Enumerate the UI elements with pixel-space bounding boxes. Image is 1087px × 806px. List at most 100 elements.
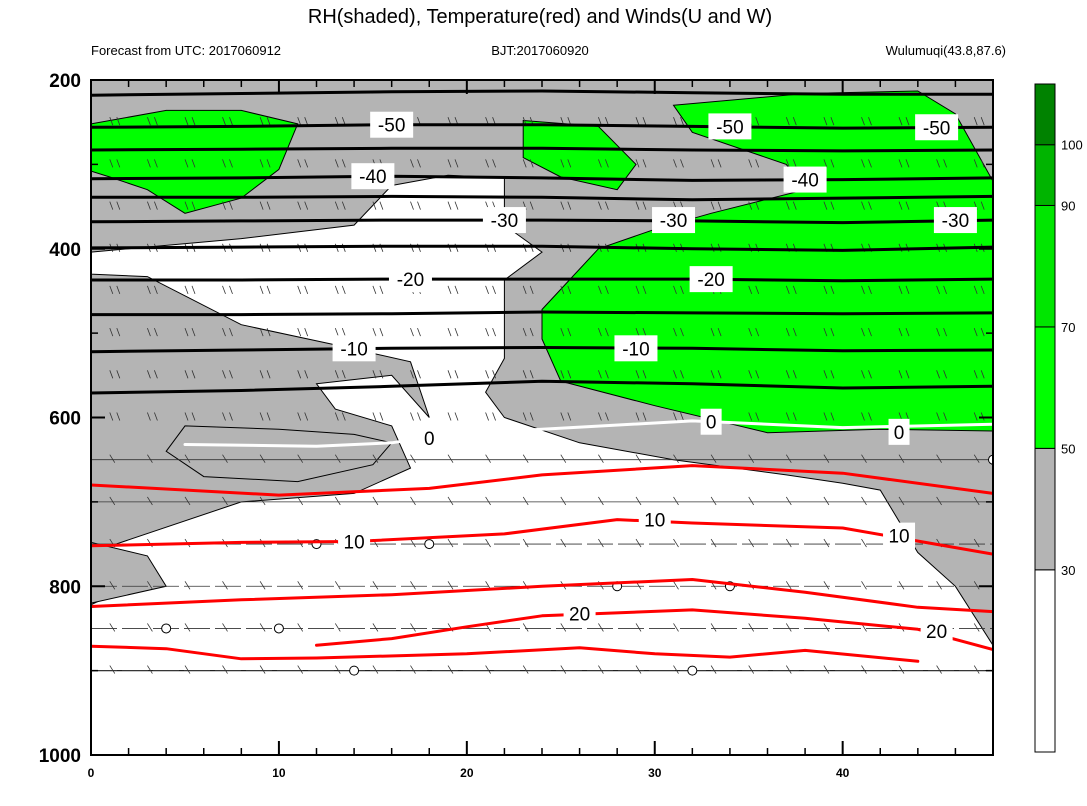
calm-wind-circle xyxy=(988,454,993,465)
wind-barb xyxy=(522,623,529,632)
wind-barb xyxy=(372,581,379,590)
wind-barb xyxy=(560,623,567,632)
wind-barb xyxy=(485,665,491,674)
wind-barb xyxy=(598,370,609,379)
wind-barb xyxy=(410,370,421,379)
wind-barb xyxy=(898,665,905,674)
wind-barb xyxy=(334,370,346,379)
wind-barb xyxy=(372,370,384,379)
wind-barb xyxy=(109,117,121,126)
wind-barb xyxy=(334,412,346,421)
wind-barb xyxy=(184,454,191,463)
wind-barb xyxy=(222,454,228,463)
wind-barb xyxy=(898,285,910,295)
contour-line--25 xyxy=(91,244,993,252)
wind-barb xyxy=(560,412,572,421)
wind-barb xyxy=(184,285,196,295)
wind-barb xyxy=(410,412,421,421)
wind-barb xyxy=(522,285,534,295)
wind-barb xyxy=(710,538,717,548)
wind-barb xyxy=(410,454,416,463)
wind-barb xyxy=(297,581,304,590)
contour-line-25 xyxy=(91,644,920,663)
wind-barb xyxy=(785,454,792,463)
wind-barb xyxy=(410,201,421,210)
subtitle-right: Wulumuqi(43.8,87.6) xyxy=(886,43,1006,58)
wind-barb xyxy=(410,327,421,337)
wind-barb xyxy=(748,327,760,337)
wind-barb xyxy=(560,327,572,337)
wind-barb xyxy=(372,665,379,674)
wind-barb xyxy=(673,454,679,463)
wind-barb xyxy=(109,412,121,421)
colorbar-label: 50 xyxy=(1061,441,1075,456)
wind-barb xyxy=(372,327,384,337)
contour-line-10 xyxy=(91,518,993,556)
wind-barb xyxy=(785,285,797,295)
wind-barb xyxy=(372,285,384,295)
contour-label-bg xyxy=(638,506,671,533)
wind-barb xyxy=(109,665,116,674)
wind-barb xyxy=(297,496,304,506)
wind-barb xyxy=(222,159,233,168)
colorbar-label: 100 xyxy=(1061,138,1083,153)
wind-barb xyxy=(334,496,341,506)
contour-label: 20 xyxy=(569,604,590,625)
wind-barb xyxy=(297,285,309,295)
wind-barb xyxy=(861,370,872,379)
colorbar-label: 30 xyxy=(1061,563,1075,578)
contour-label: 0 xyxy=(424,429,435,450)
wind-barb xyxy=(109,623,116,632)
x-tick-label: 30 xyxy=(648,766,662,780)
wind-barb xyxy=(259,285,271,295)
contour-label-bg xyxy=(370,111,414,138)
wind-barb xyxy=(485,327,496,337)
contour-line-20 xyxy=(315,608,993,651)
wind-barb xyxy=(222,412,233,421)
wind-barb xyxy=(861,665,867,674)
colorbar-label: 70 xyxy=(1061,320,1075,335)
wind-barb xyxy=(861,117,872,126)
contour-label: -30 xyxy=(942,211,969,232)
contour-label: 0 xyxy=(706,413,717,434)
wind-barb xyxy=(259,496,266,506)
wind-barb xyxy=(673,327,684,337)
wind-barb xyxy=(598,538,604,548)
wind-barb xyxy=(522,159,534,168)
wind-barb xyxy=(522,454,529,463)
wind-barb xyxy=(109,201,121,210)
wind-barb xyxy=(598,201,609,210)
calm-wind-circle xyxy=(273,623,284,634)
wind-barb xyxy=(147,370,158,379)
contour-line--60 xyxy=(91,89,993,97)
y-tick-label: 1000 xyxy=(39,746,81,767)
wind-barb xyxy=(560,496,567,506)
calm-wind-circle xyxy=(424,539,435,550)
contour-label-bg xyxy=(933,207,977,234)
plot-area xyxy=(91,80,993,676)
wind-barb xyxy=(485,285,496,295)
wind-barb xyxy=(710,665,717,674)
wind-barb xyxy=(785,327,797,337)
wind-barb xyxy=(635,412,647,421)
wind-barb xyxy=(823,285,835,295)
wind-barb xyxy=(710,454,717,463)
wind-barb xyxy=(297,623,304,632)
wind-barb xyxy=(861,581,867,590)
wind-barb xyxy=(673,496,679,506)
wind-barb xyxy=(222,665,228,674)
wind-barb xyxy=(372,412,384,421)
wind-barb xyxy=(259,327,271,337)
wind-barb xyxy=(259,117,271,126)
wind-barb xyxy=(184,623,191,632)
wind-barb xyxy=(147,581,153,590)
colorbar-box-5 xyxy=(1034,83,1056,146)
wind-barb xyxy=(222,370,233,379)
contour-line--45 xyxy=(91,146,993,153)
wind-barb xyxy=(522,496,529,506)
wind-barb xyxy=(598,412,609,421)
wind-barb xyxy=(447,538,454,548)
wind-barb xyxy=(184,117,196,126)
wind-barb xyxy=(109,454,116,463)
